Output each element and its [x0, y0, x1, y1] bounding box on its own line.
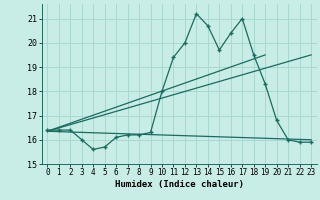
X-axis label: Humidex (Indice chaleur): Humidex (Indice chaleur): [115, 180, 244, 189]
